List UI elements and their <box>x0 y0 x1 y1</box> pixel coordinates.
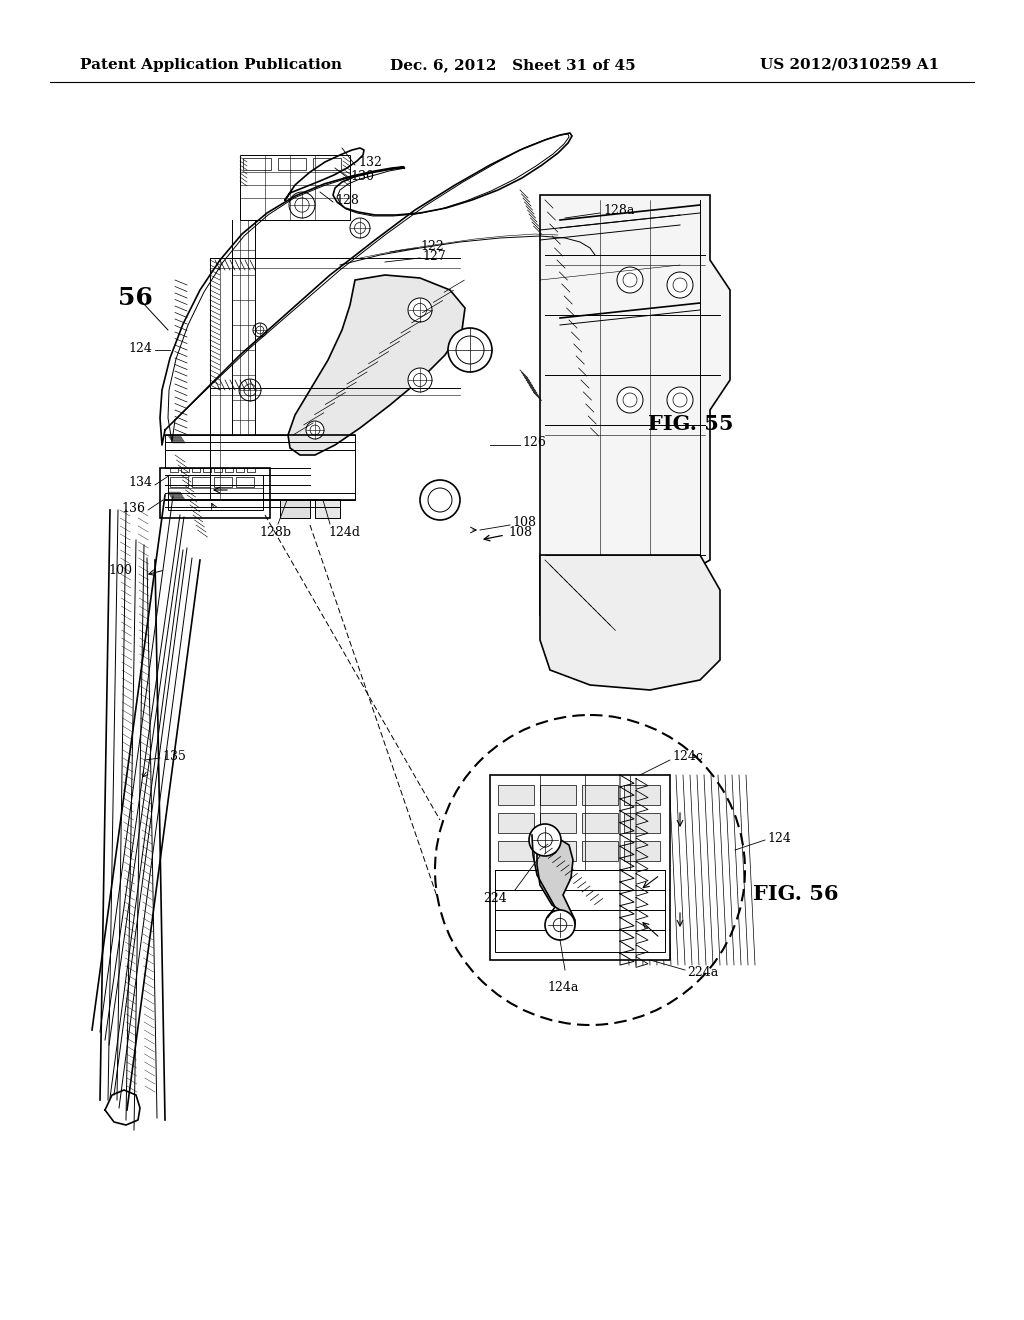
Circle shape <box>621 231 649 259</box>
Circle shape <box>617 387 643 413</box>
Circle shape <box>435 715 745 1026</box>
Circle shape <box>239 379 261 401</box>
Text: 124d: 124d <box>328 525 360 539</box>
Text: 56: 56 <box>118 286 153 310</box>
Text: 108: 108 <box>512 516 536 529</box>
Text: 135: 135 <box>162 750 186 763</box>
Text: 132: 132 <box>358 157 382 169</box>
Text: 108: 108 <box>508 527 532 540</box>
Bar <box>582 813 618 833</box>
Text: FIG. 56: FIG. 56 <box>753 884 839 904</box>
Text: 136: 136 <box>121 502 145 515</box>
Text: Dec. 6, 2012   Sheet 31 of 45: Dec. 6, 2012 Sheet 31 of 45 <box>390 58 636 73</box>
Bar <box>280 500 310 517</box>
Text: 100: 100 <box>108 564 132 577</box>
Bar <box>540 785 575 805</box>
Circle shape <box>289 191 315 218</box>
Text: 128a: 128a <box>603 205 635 218</box>
Text: 124: 124 <box>767 832 791 845</box>
Bar <box>582 841 618 861</box>
Text: 128b: 128b <box>259 525 291 539</box>
Text: 130: 130 <box>350 169 374 182</box>
Text: Patent Application Publication: Patent Application Publication <box>80 58 342 73</box>
Bar <box>278 158 306 170</box>
Circle shape <box>306 421 324 440</box>
Bar <box>243 158 271 170</box>
Circle shape <box>449 327 492 372</box>
Bar <box>170 477 188 487</box>
Bar <box>236 477 254 487</box>
Circle shape <box>667 272 693 298</box>
Circle shape <box>408 298 432 322</box>
Text: 122: 122 <box>420 239 443 252</box>
Circle shape <box>529 824 561 855</box>
Bar <box>540 841 575 861</box>
Bar <box>582 785 618 805</box>
Text: 128: 128 <box>335 194 358 206</box>
Bar <box>540 813 575 833</box>
Text: FIG. 55: FIG. 55 <box>648 414 733 434</box>
Bar <box>624 813 660 833</box>
Polygon shape <box>540 554 720 690</box>
Polygon shape <box>288 275 465 455</box>
Circle shape <box>253 323 267 337</box>
Circle shape <box>420 480 460 520</box>
Text: 126: 126 <box>522 437 546 450</box>
Text: 224: 224 <box>483 891 507 904</box>
Circle shape <box>628 304 652 327</box>
Bar <box>240 154 350 220</box>
Bar <box>168 475 263 510</box>
Text: 124a: 124a <box>547 981 579 994</box>
Bar <box>498 813 534 833</box>
Text: 124: 124 <box>128 342 152 355</box>
Bar <box>495 870 665 952</box>
Circle shape <box>545 909 575 940</box>
Circle shape <box>408 368 432 392</box>
Bar <box>498 841 534 861</box>
Text: 224a: 224a <box>687 965 718 978</box>
Bar <box>624 785 660 805</box>
Bar <box>490 775 670 960</box>
Bar <box>313 158 341 170</box>
Polygon shape <box>540 195 730 620</box>
Polygon shape <box>537 828 575 925</box>
Bar <box>624 841 660 861</box>
Circle shape <box>617 267 643 293</box>
Circle shape <box>350 218 370 238</box>
Bar <box>315 500 340 517</box>
Text: 127: 127 <box>422 249 445 263</box>
Bar <box>498 785 534 805</box>
Bar <box>214 477 232 487</box>
Text: 124c: 124c <box>672 751 702 763</box>
Text: 134: 134 <box>128 477 152 490</box>
Circle shape <box>667 387 693 413</box>
Bar <box>160 469 270 517</box>
Bar <box>193 477 210 487</box>
Text: US 2012/0310259 A1: US 2012/0310259 A1 <box>760 58 939 73</box>
